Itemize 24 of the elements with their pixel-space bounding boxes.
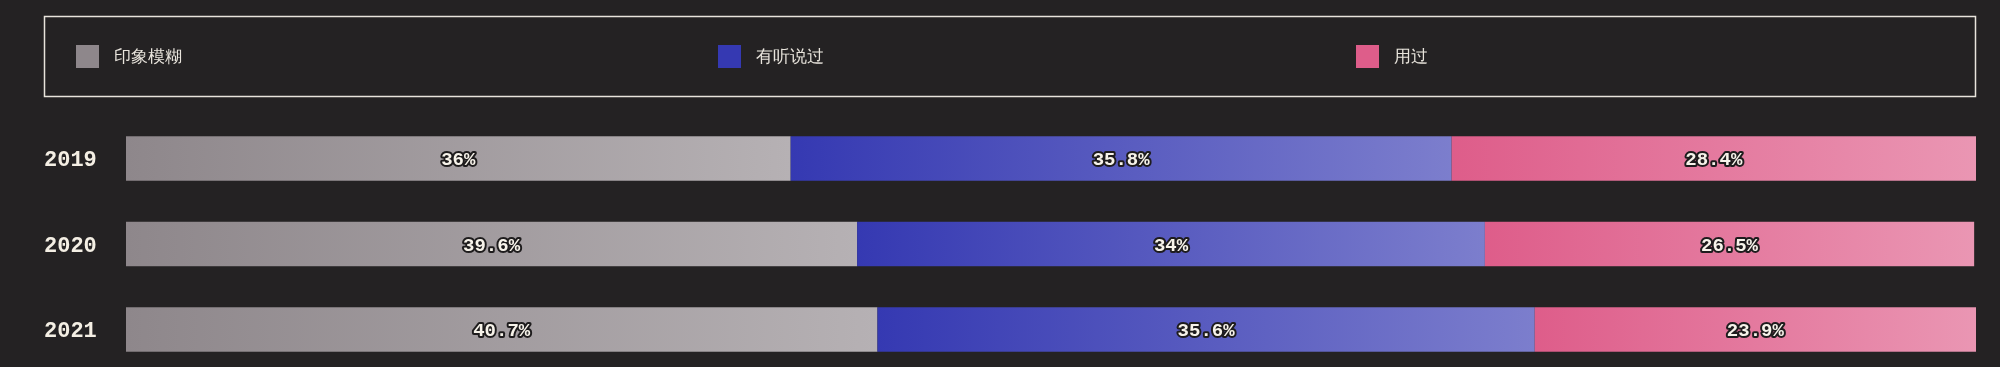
data-label: 23.9% — [1726, 320, 1785, 343]
data-label: 40.7% — [473, 320, 531, 343]
y-tick-label: 2019 — [44, 148, 97, 174]
data-label: 39.6% — [463, 234, 521, 257]
bar — [1484, 221, 1975, 267]
legend-label: 印象模糊 — [114, 46, 182, 66]
data-label: 26.5% — [1701, 234, 1759, 257]
legend-label: 用过 — [1394, 46, 1428, 66]
bar — [1534, 307, 1976, 352]
data-label: 36% — [441, 149, 477, 172]
data-label: 28.4% — [1685, 149, 1743, 172]
bar — [126, 307, 878, 352]
data-label: 34% — [1153, 234, 1189, 257]
data-label: 35.6% — [1177, 320, 1236, 343]
bar — [877, 307, 1535, 352]
bar — [790, 136, 1452, 181]
bar — [126, 136, 791, 181]
bar — [126, 221, 858, 267]
data-label: 35.8% — [1092, 149, 1151, 172]
y-tick-label: 2021 — [44, 319, 97, 345]
bar — [1451, 136, 1976, 181]
legend-label: 有听说过 — [756, 46, 824, 66]
y-tick-label: 2020 — [44, 233, 97, 259]
bar — [857, 221, 1485, 267]
